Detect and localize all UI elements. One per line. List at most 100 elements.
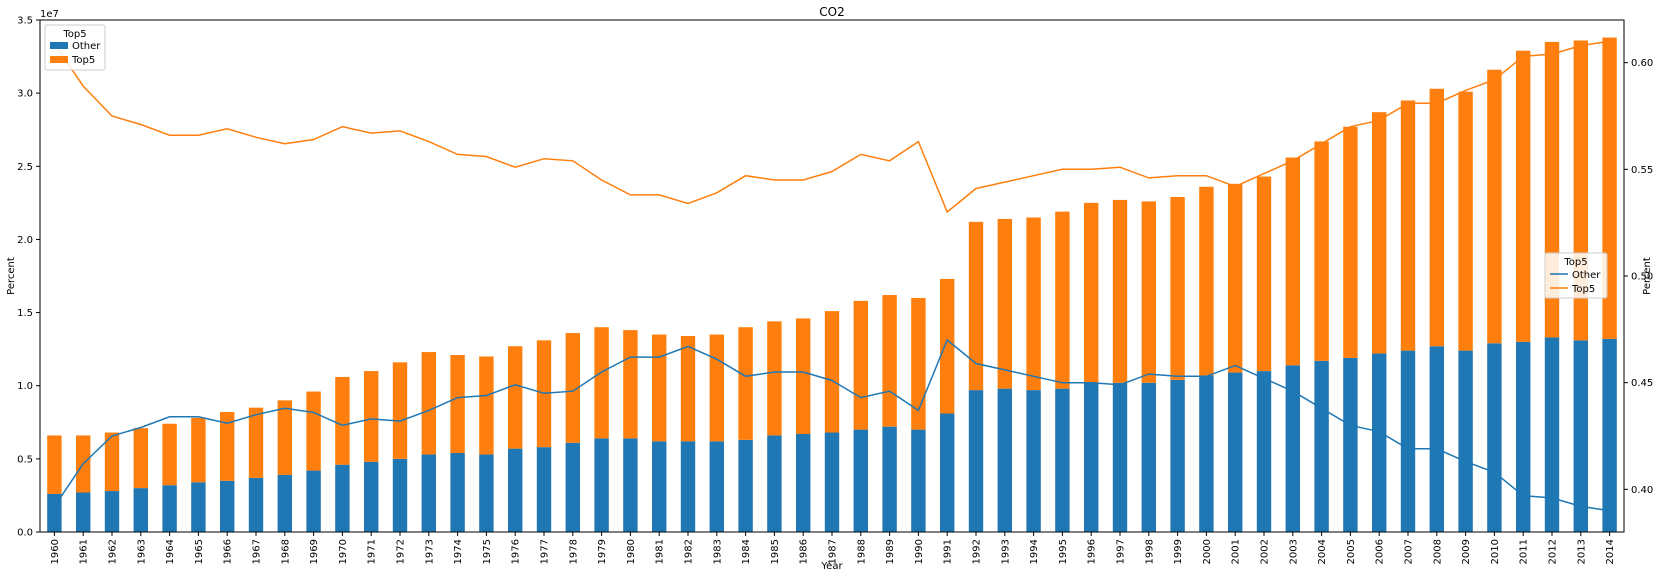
bar-other-1977 — [536, 447, 552, 532]
x-tick-label: 1998 — [1144, 539, 1155, 564]
bar-top5-1973 — [421, 352, 436, 455]
x-tick-label: 1978 — [568, 539, 579, 564]
x-tick-label: 1997 — [1116, 539, 1127, 564]
bar-top5-2002 — [1256, 176, 1272, 372]
bar-other-1968 — [277, 474, 292, 532]
bar-other-1993 — [997, 388, 1012, 532]
x-tick-label: 1993 — [1000, 539, 1011, 564]
bar-other-2008 — [1429, 346, 1444, 532]
line-other — [53, 338, 1610, 512]
x-tick-label: 2005 — [1346, 539, 1357, 564]
bar-other-1987 — [824, 432, 840, 532]
bar-other-1991 — [940, 413, 955, 532]
bar-other-1980 — [623, 438, 638, 532]
bar-top5-1983 — [709, 334, 724, 442]
bar-top5-1975 — [479, 356, 494, 455]
y-axis-right-label: Percent — [1642, 257, 1653, 295]
bar-top5-1986 — [796, 318, 811, 434]
bar-other-1970 — [335, 464, 350, 532]
x-tick-label: 1975 — [482, 539, 493, 564]
bar-other-1982 — [680, 441, 696, 532]
y-offset-text: 1e7 — [40, 9, 59, 20]
bar-other-1966 — [220, 480, 235, 532]
bar-top5-2007 — [1400, 100, 1416, 351]
bar-other-2004 — [1314, 360, 1329, 532]
bar-legend-title: Top5 — [62, 29, 86, 40]
bar-other-1976 — [508, 448, 523, 532]
left-tick-label: 0.5 — [17, 454, 33, 465]
x-tick-label: 1986 — [799, 539, 810, 564]
bar-legend-swatch-other — [50, 42, 68, 49]
bar-other-1975 — [479, 454, 494, 532]
x-tick-label: 1977 — [540, 539, 551, 564]
bar-other-2000 — [1199, 375, 1214, 532]
x-tick-label: 1983 — [712, 539, 723, 564]
right-tick-label: 0.40 — [1631, 485, 1653, 496]
bar-top5-1963 — [133, 428, 148, 489]
bar-other-1998 — [1141, 382, 1156, 532]
bar-top5-1988 — [853, 300, 868, 430]
bar-other-2013 — [1573, 340, 1588, 532]
bar-other-1971 — [364, 461, 379, 532]
bar-other-1979 — [594, 438, 609, 532]
x-tick-label: 1961 — [79, 539, 90, 564]
right-tick-label: 0.45 — [1631, 378, 1653, 389]
bar-other-1960 — [47, 493, 62, 532]
x-tick-label: 2001 — [1231, 539, 1242, 564]
x-tick-label: 2000 — [1202, 539, 1213, 564]
bar-other-2002 — [1256, 371, 1272, 532]
x-tick-label: 1971 — [367, 539, 378, 564]
x-tick-label: 1989 — [885, 539, 896, 564]
x-tick-label: 1973 — [424, 539, 435, 564]
bar-other-1974 — [450, 453, 465, 532]
bar-top5-1995 — [1055, 211, 1070, 389]
bar-top5-1994 — [1026, 217, 1041, 391]
x-tick-label: 1967 — [252, 539, 263, 564]
bar-top5-1974 — [450, 354, 465, 454]
line-legend-label-top5: Top5 — [1571, 284, 1595, 295]
x-tick-label: 1982 — [684, 539, 695, 564]
x-tick-label: 2012 — [1548, 539, 1559, 564]
bar-other-1963 — [133, 488, 148, 532]
bar-top5-1982 — [680, 335, 696, 442]
line-legend-label-other: Other — [1572, 270, 1601, 281]
bar-legend-swatch-top5 — [50, 56, 68, 63]
bar-other-1996 — [1084, 382, 1099, 532]
x-tick-label: 2013 — [1576, 539, 1587, 564]
bar-other-1990 — [911, 429, 926, 532]
bar-top5-1960 — [47, 435, 62, 494]
x-tick-label: 2006 — [1375, 539, 1386, 564]
bar-top5-1969 — [306, 391, 321, 471]
bar-other-2001 — [1228, 372, 1243, 532]
x-tick-label: 1980 — [626, 539, 637, 564]
bar-other-1973 — [421, 454, 436, 532]
bar-top5-2008 — [1429, 88, 1444, 347]
bar-top5-1984 — [738, 327, 753, 440]
x-tick-label: 1965 — [194, 539, 205, 564]
bar-top5-1971 — [364, 371, 379, 462]
bar-other-1964 — [162, 485, 177, 532]
x-tick-label: 1960 — [50, 539, 61, 564]
bar-top5-1993 — [997, 218, 1012, 389]
x-tick-label: 1987 — [828, 539, 839, 564]
bar-top5-1967 — [248, 407, 264, 478]
x-tick-label: 1992 — [972, 539, 983, 564]
bar-other-1997 — [1112, 382, 1128, 532]
x-tick-label: 2008 — [1432, 539, 1443, 564]
bar-other-1978 — [565, 442, 580, 532]
x-tick-label: 2014 — [1605, 539, 1616, 564]
x-tick-label: 2011 — [1519, 539, 1530, 564]
right-tick-label: 0.50 — [1631, 272, 1653, 283]
bar-other-2010 — [1487, 343, 1502, 532]
bar-top5-1985 — [767, 321, 782, 436]
bar-top5-1997 — [1112, 199, 1128, 383]
bar-other-1999 — [1170, 379, 1185, 532]
bar-other-1961 — [76, 492, 91, 532]
bar-top5-1987 — [824, 311, 840, 433]
bar-other-2011 — [1516, 341, 1531, 532]
left-tick-label: 1.5 — [17, 308, 33, 319]
bar-top5-2009 — [1458, 91, 1473, 351]
bar-other-2007 — [1400, 350, 1416, 532]
bar-other-1989 — [882, 426, 897, 532]
